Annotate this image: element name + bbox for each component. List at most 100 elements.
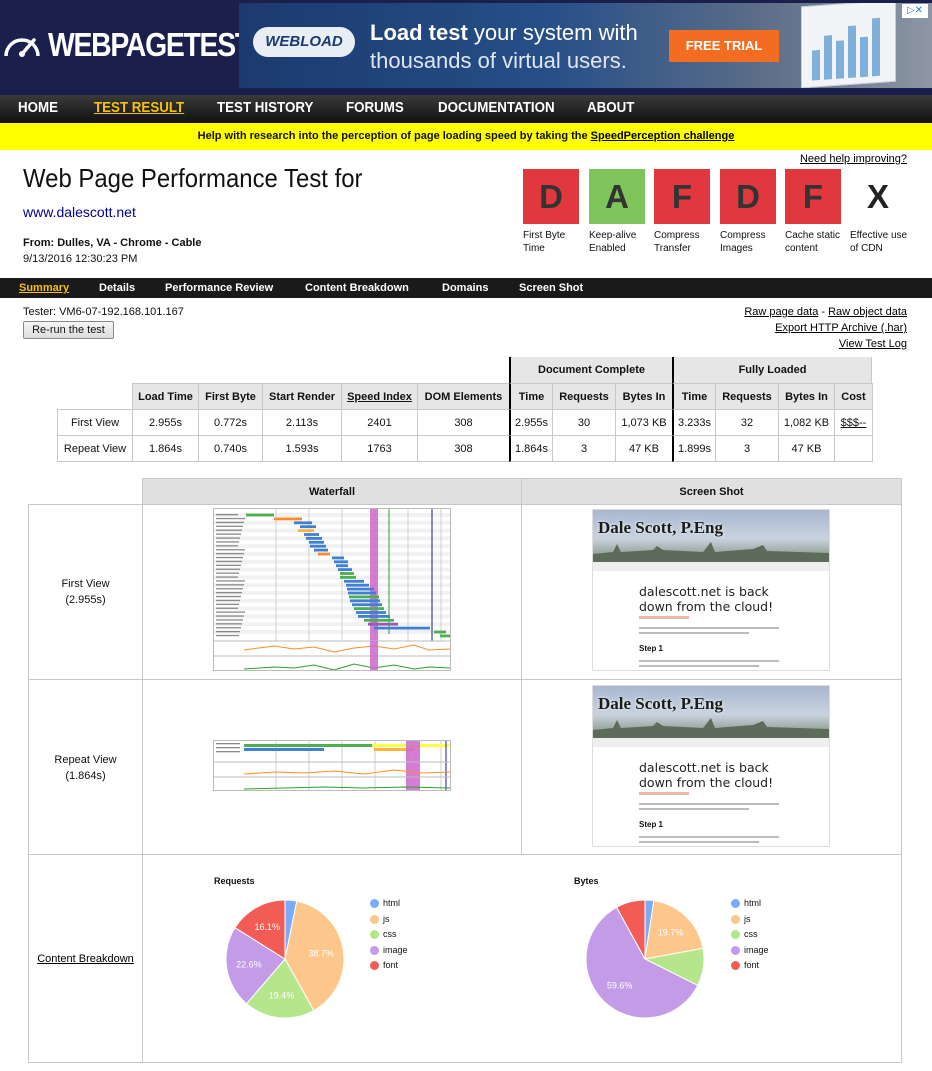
subnav-details[interactable]: Details <box>99 282 136 294</box>
grade-compress-images[interactable]: D <box>720 169 776 224</box>
table-cell: 0.740s <box>198 435 263 462</box>
row-label: Repeat View <box>57 435 133 462</box>
table-cell: 1763 <box>341 435 418 462</box>
column-header: Requests <box>715 383 779 410</box>
pie-chart: 19.7% 59.6% <box>585 899 705 1019</box>
table-cell: 0.772s <box>198 409 263 436</box>
pie-chart: 38.7% 19.4% 22.6% 16.1% <box>225 899 345 1019</box>
site-name: Dale Scott, P.Eng <box>598 518 723 537</box>
test-location: From: Dulles, VA - Chrome - Cable <box>23 237 202 249</box>
legend-swatch <box>370 899 379 908</box>
grade-keep-alive[interactable]: A <box>589 169 645 224</box>
skyline-graphic <box>593 542 829 562</box>
table-cell: 1,073 KB <box>615 409 673 436</box>
table-cell: 47 KB <box>778 435 835 462</box>
subnav-screen-shot[interactable]: Screen Shot <box>519 282 584 294</box>
nav-forums[interactable]: FORUMS <box>346 100 404 116</box>
skyline-graphic <box>593 718 829 738</box>
grade-label-keep-alive: Keep-alive Enabled <box>589 230 637 254</box>
subnav-performance-review[interactable]: Performance Review <box>165 282 274 294</box>
subnav-domains[interactable]: Domains <box>442 282 489 294</box>
advertisement-banner[interactable]: WEBLOAD Load test your system with thous… <box>239 3 932 88</box>
grade-cdn[interactable]: X <box>850 169 906 224</box>
tested-url-link[interactable]: www.dalescott.net <box>23 204 136 220</box>
grade-first-byte[interactable]: D <box>523 169 579 224</box>
legend-swatch <box>731 945 740 955</box>
grade-cache-static[interactable]: F <box>785 169 841 224</box>
table-cell: 1.864s <box>509 435 553 462</box>
nav-test-history[interactable]: TEST HISTORY <box>217 100 314 116</box>
legend-label: font <box>383 960 399 970</box>
cost-link[interactable]: $$$-- <box>834 409 873 436</box>
table-cell: 30 <box>552 409 616 436</box>
breakdown-label: Content Breakdown <box>28 951 143 967</box>
legend-label: html <box>383 898 401 908</box>
nav-home[interactable]: HOME <box>18 100 59 116</box>
rerun-test-button[interactable]: Re-run the test <box>23 321 114 339</box>
column-header: Start Render <box>262 383 342 410</box>
subnav-summary[interactable]: Summary <box>19 282 70 294</box>
content-breakdown-link[interactable]: Content Breakdown <box>37 953 134 965</box>
test-date: 9/13/2016 12:30:23 PM <box>23 253 138 265</box>
repeat-view-screenshot-image[interactable]: Dale Scott, P.Eng dalescott.net is back … <box>593 686 829 846</box>
subnav-content-breakdown[interactable]: Content Breakdown <box>305 282 409 294</box>
ad-choices-icon[interactable]: ▷✕ <box>902 4 928 18</box>
free-trial-button[interactable]: FREE TRIAL <box>669 30 779 62</box>
speed-index-header[interactable]: Speed Index <box>341 383 418 410</box>
post-headline: dalescott.net is back down from the clou… <box>639 584 774 614</box>
document-complete-header: Document Complete <box>509 357 673 384</box>
table-cell: 3.233s <box>672 409 716 436</box>
repeat-view-waterfall-image[interactable] <box>213 740 451 791</box>
legend-label: html <box>744 898 762 908</box>
nav-test-result[interactable]: TEST RESULT <box>94 100 185 116</box>
pie-title: Requests <box>214 876 255 886</box>
legend-label: image <box>744 944 769 955</box>
first-view-waterfall-image[interactable] <box>213 508 451 671</box>
column-header: Time <box>672 383 716 410</box>
speedperception-link[interactable]: SpeedPerception challenge <box>590 130 735 142</box>
waterfall-header: Waterfall <box>142 478 522 505</box>
webpagetest-logo[interactable]: WEBPAGETEST <box>2 22 252 67</box>
grade-label-cache-static: Cache static content <box>785 230 841 254</box>
pie-slice-label: 22.6% <box>236 959 262 969</box>
table-cell: 1.899s <box>672 435 716 462</box>
raw-object-data-link[interactable]: Raw object data <box>828 306 907 318</box>
help-improving-link[interactable]: Need help improving? <box>799 153 907 165</box>
legend-swatch <box>370 945 379 955</box>
table-cell: 308 <box>417 435 510 462</box>
waterfall-graphic <box>214 509 450 670</box>
pie-slice-image <box>225 927 286 1005</box>
nav-about[interactable]: ABOUT <box>587 100 635 116</box>
grade-label-cdn: Effective use of CDN <box>850 230 908 254</box>
column-header: First Byte <box>198 383 263 410</box>
ad-headline-2: thousands of virtual users. <box>370 48 627 73</box>
repeat-view-label: Repeat View (1.864s) <box>54 754 117 782</box>
first-view-screenshot-image[interactable]: Dale Scott, P.Eng dalescott.net is back … <box>593 510 829 670</box>
legend-label: css <box>744 929 758 939</box>
raw-page-data-link[interactable]: Raw page data <box>744 306 819 318</box>
column-header: Requests <box>552 383 616 410</box>
breakdown-charts-cell <box>142 854 902 1063</box>
table-cell: 2.955s <box>509 409 553 436</box>
grade-label-first-byte: First Byte Time <box>523 230 566 254</box>
grade-compress-transfer[interactable]: F <box>654 169 710 224</box>
column-header: Time <box>509 383 553 410</box>
table-cell: 308 <box>417 409 510 436</box>
table-cell: 3 <box>715 435 779 462</box>
legend-label: js <box>383 913 390 924</box>
legend-swatch <box>731 930 740 939</box>
pie-slice-label: 19.7% <box>658 928 684 938</box>
first-view-label: First View (2.955s) <box>61 578 110 606</box>
legend-label: js <box>744 913 751 924</box>
export-har-link[interactable]: Export HTTP Archive (.har) <box>775 322 907 334</box>
legend-swatch <box>731 899 740 908</box>
legend-label: css <box>383 929 397 939</box>
pie-slice-label: 38.7% <box>308 948 334 958</box>
screenshot-header: Screen Shot <box>521 478 902 505</box>
tester-info: Tester: VM6-07-192.168.101.167 <box>23 306 184 318</box>
view-test-log-link[interactable]: View Test Log <box>838 338 907 350</box>
nav-documentation[interactable]: DOCUMENTATION <box>438 100 555 116</box>
column-header: Bytes In <box>778 383 835 410</box>
table-cell: 1,082 KB <box>778 409 835 436</box>
legend-label: font <box>744 960 760 970</box>
